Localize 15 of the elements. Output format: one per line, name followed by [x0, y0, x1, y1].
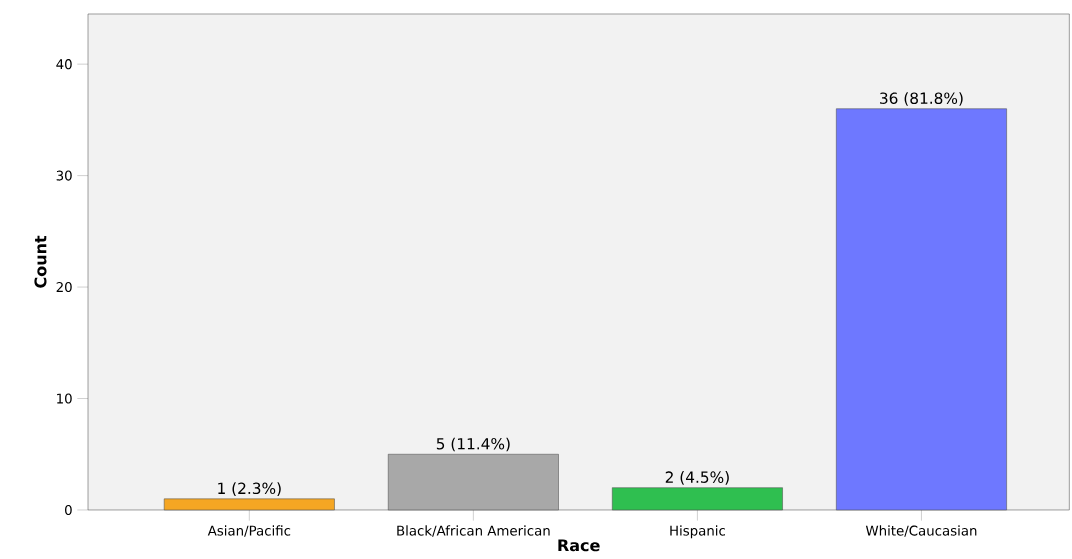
x-tick-label: Hispanic: [670, 525, 725, 539]
x-tick-label: Black/African American: [397, 525, 550, 537]
y-tick-label: 0: [65, 504, 72, 516]
y-tick-label: 20: [56, 282, 72, 293]
data-label: 2 (4.5%): [665, 471, 729, 485]
x-tick-label: Asian/Pacific: [207, 525, 291, 537]
y-axis-title: Count: [34, 235, 47, 288]
x-axis-title: Race: [558, 539, 600, 552]
y-tick-label: 10: [57, 393, 72, 404]
data-label: 1 (2.3%): [218, 482, 281, 496]
x-tick-label: White/Caucasian: [865, 525, 977, 537]
data-label: 36 (81.8%): [880, 92, 963, 106]
data-label: 5 (11.4%): [436, 437, 510, 452]
y-tick-label: 30: [56, 170, 72, 181]
y-tick-label: 40: [56, 59, 72, 70]
